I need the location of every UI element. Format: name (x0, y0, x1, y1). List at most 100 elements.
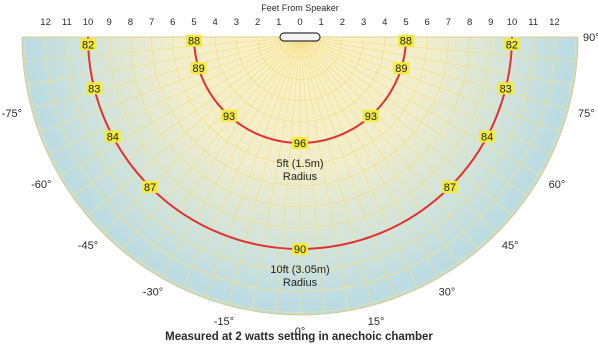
spl-value-label: 87 (144, 182, 156, 194)
spl-marker (104, 130, 121, 143)
spl-value-label: 82 (82, 39, 94, 51)
grid-radial (182, 36, 301, 290)
caption: Measured at 2 watts setting in anechoic … (165, 331, 433, 343)
radius-label: 10ft (3.05m) (270, 264, 329, 276)
spl-marker (397, 34, 414, 47)
grid-radial (299, 36, 574, 86)
grid-radial (31, 36, 301, 110)
feet-tick-label: 7 (149, 17, 154, 28)
spl-marker (479, 130, 496, 143)
grid-radial (299, 36, 562, 133)
grid-radial (103, 36, 301, 234)
angle-label: 60° (549, 179, 566, 191)
feet-tick-label: 7 (446, 17, 451, 28)
radius-label-unit: Radius (283, 277, 318, 289)
grid-radial (204, 36, 301, 299)
spl-value-label: 87 (444, 182, 456, 194)
spl-value-label: 82 (506, 39, 518, 51)
spl-value-label: 96 (294, 138, 306, 150)
grid-radial (299, 36, 497, 234)
spl-value-label: 89 (193, 63, 205, 75)
spl-marker (503, 38, 520, 51)
feet-tick-label: 4 (382, 17, 387, 28)
angle-label: -75° (2, 108, 22, 120)
grid-radial (251, 36, 301, 311)
grid-radial (59, 36, 301, 177)
spl-value-label: 84 (481, 132, 493, 144)
angle-label: -45° (78, 240, 98, 252)
feet-tick-label: 10 (507, 17, 518, 28)
radius-label-unit: Radius (283, 171, 318, 183)
feet-tick-label: 0 (297, 17, 302, 28)
spl-value-label: 93 (223, 111, 235, 123)
feet-tick-label: 11 (528, 17, 538, 28)
feet-tick-label: 6 (425, 17, 430, 28)
feet-tick-label: 3 (361, 17, 366, 28)
grid-radial (299, 36, 479, 251)
feet-tick-label: 12 (40, 17, 51, 28)
angle-label: -60° (31, 179, 51, 191)
spl-value-label: 84 (107, 132, 119, 144)
header-title: Feet From Speaker (261, 3, 339, 13)
spl-marker (86, 82, 103, 95)
grid-radial (299, 36, 577, 62)
angle-label: -30° (143, 287, 163, 299)
grid-radial (299, 36, 541, 177)
grid-radial (140, 36, 301, 265)
feet-tick-label: 5 (403, 17, 408, 28)
grid-radial (299, 36, 396, 299)
spl-marker (292, 137, 308, 149)
grid-radial (72, 36, 301, 197)
feet-tick-label: 2 (255, 17, 260, 28)
spl-marker (497, 82, 514, 95)
grid-radial (299, 36, 373, 306)
spl-marker (292, 243, 308, 255)
feet-tick-label: 8 (128, 17, 133, 28)
angle-label: 15° (368, 316, 385, 328)
feet-tick-label: 3 (234, 17, 239, 28)
spl-marker (362, 109, 379, 122)
grid-radial (86, 36, 301, 216)
spl-marker (186, 34, 203, 47)
grid-radial (160, 36, 301, 278)
grid-radial (299, 36, 569, 110)
spl-marker (221, 109, 238, 122)
grid-radial (227, 36, 301, 306)
feet-tick-label: 5 (191, 17, 196, 28)
grid-radial (121, 36, 301, 251)
spl-marker (80, 38, 97, 51)
spl-value-label: 83 (88, 83, 100, 95)
grid-radial (299, 36, 528, 197)
feet-tick-label: 11 (62, 17, 72, 28)
angle-label: 75° (578, 108, 595, 120)
spl-value-label: 83 (500, 83, 512, 95)
grid-radial (23, 36, 301, 62)
spl-value-label: 88 (400, 36, 412, 48)
angle-label: -15° (214, 316, 234, 328)
feet-tick-label: 10 (83, 17, 94, 28)
feet-tick-label: 12 (549, 17, 560, 28)
spl-value-label: 89 (395, 63, 407, 75)
grid-radial (299, 36, 418, 290)
angle-label: 0° (295, 326, 306, 338)
angle-label: 30° (439, 287, 456, 299)
grid-radial (299, 36, 325, 314)
feet-tick-label: 6 (170, 17, 175, 28)
spl-value-label: 88 (188, 36, 200, 48)
spl-marker (142, 180, 159, 193)
grid-radial (38, 36, 301, 133)
grid-radial (299, 36, 514, 216)
spl-marker (190, 61, 207, 74)
grid-radial (299, 36, 460, 265)
grid-radial (299, 36, 349, 311)
grid-radial (47, 36, 301, 155)
spl-value-label: 90 (294, 244, 306, 256)
grid-radial (26, 36, 301, 86)
spl-marker (393, 61, 410, 74)
grid-radial (275, 36, 301, 314)
feet-tick-label: 1 (319, 17, 324, 28)
feet-tick-label: 4 (213, 17, 218, 28)
spl-value-label: 93 (365, 111, 377, 123)
field-outline (21, 36, 579, 316)
